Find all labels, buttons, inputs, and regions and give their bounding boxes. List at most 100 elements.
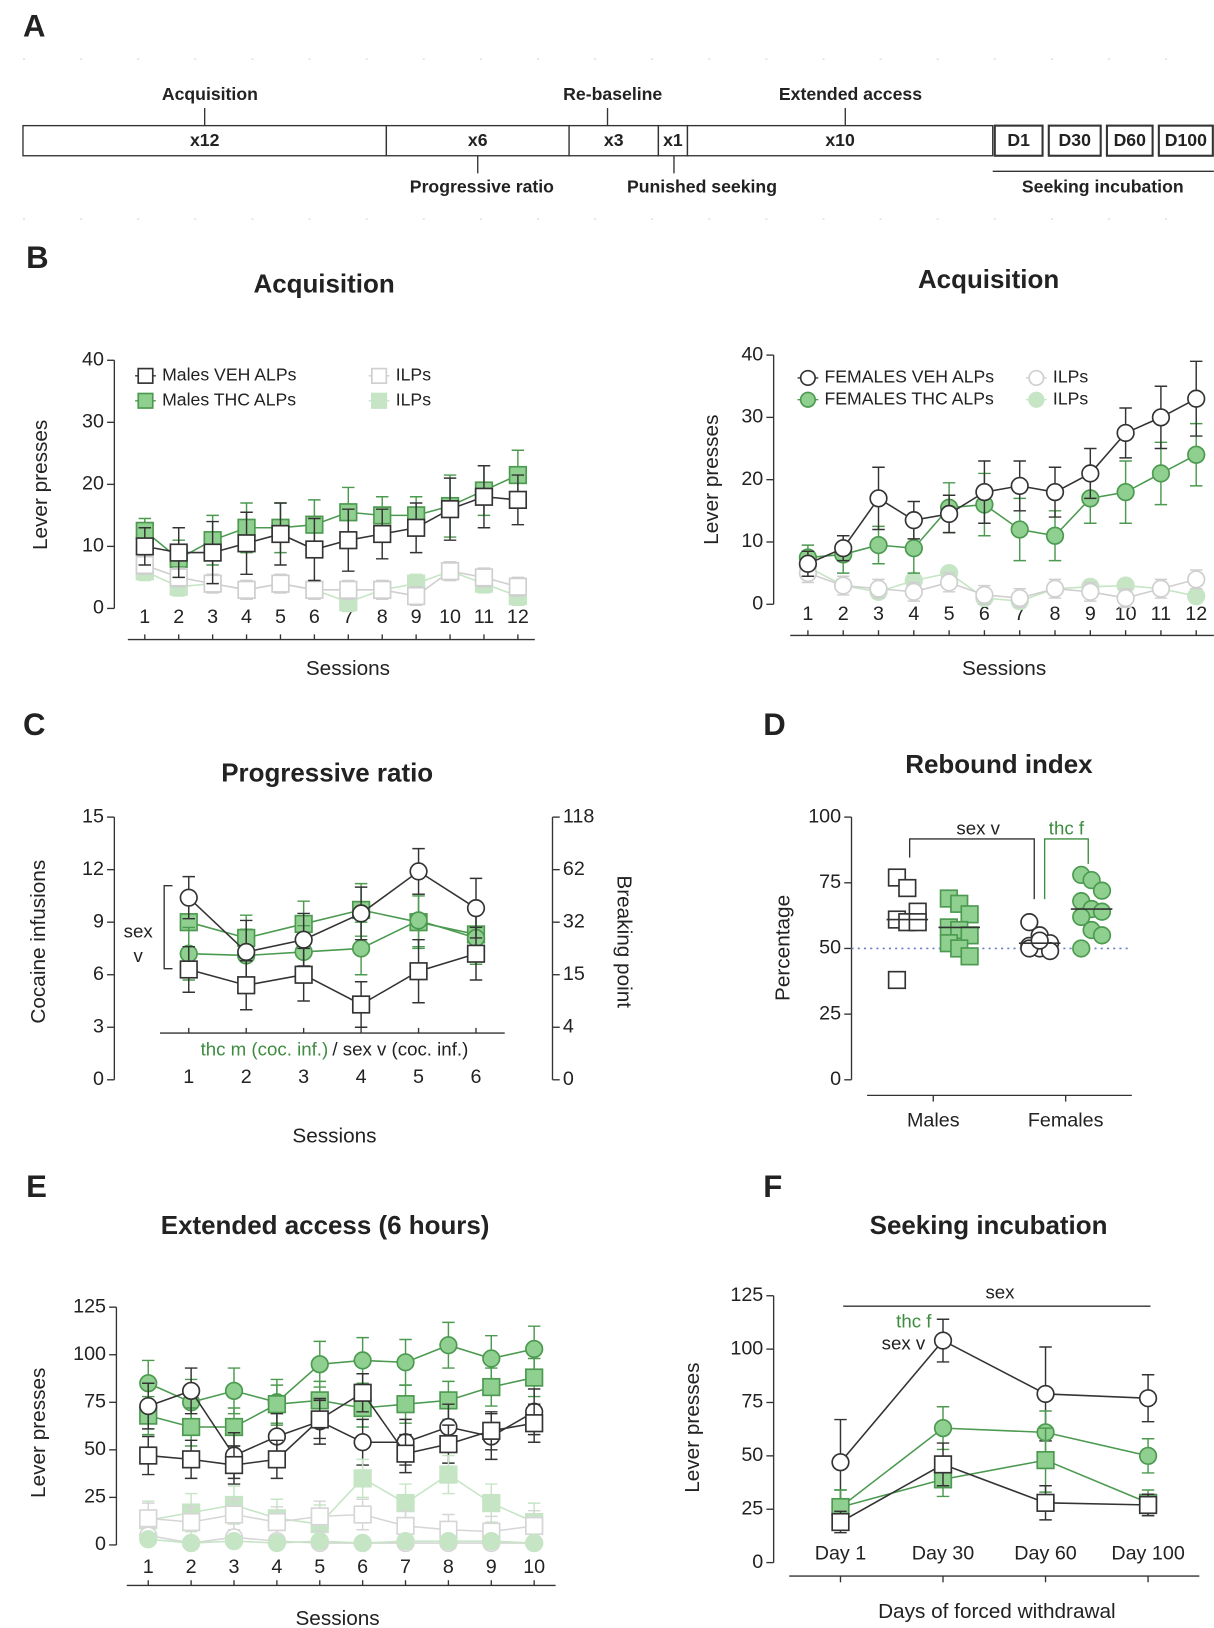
x-tick-label: 7	[1014, 603, 1025, 625]
y2-axis-label: Breaking point	[613, 875, 636, 1008]
annotation: sex v	[956, 818, 1000, 839]
y-axis-label: Cocaine infusions	[27, 860, 50, 1024]
x-axis-label: Days of forced withdrawal	[878, 1600, 1116, 1623]
marker	[508, 490, 528, 509]
y-tick-label: 9	[93, 910, 104, 932]
marker	[960, 947, 979, 966]
marker	[1151, 408, 1171, 427]
legend-label: Males VEH ALPs	[162, 365, 296, 385]
y-tick-label: 12	[82, 858, 104, 880]
marker	[474, 487, 494, 506]
y-tick-label: 15	[82, 805, 104, 827]
marker	[237, 942, 256, 962]
y-axis-label: Lever presses	[700, 415, 723, 545]
y2-tick-label: 32	[563, 910, 585, 932]
y-tick-label: 0	[95, 1533, 106, 1555]
segment-label: D1	[1007, 130, 1030, 150]
x-tick-label: Females	[1028, 1110, 1104, 1132]
marker	[169, 543, 188, 562]
marker	[396, 1516, 415, 1536]
marker	[1036, 1493, 1055, 1512]
x-tick-label: 1	[802, 603, 813, 625]
series-line	[148, 1376, 535, 1428]
x-tick-label: 7	[400, 1556, 411, 1578]
marker	[351, 939, 371, 958]
y-tick-label: 50	[84, 1438, 106, 1460]
timeline-label: Progressive ratio	[410, 177, 554, 197]
marker	[353, 1469, 372, 1488]
x-axis-label: Sessions	[292, 1124, 376, 1147]
legend-label: ILPs	[1053, 388, 1088, 408]
series-line	[148, 1538, 535, 1544]
marker	[904, 582, 923, 601]
y-tick-label: 25	[84, 1486, 106, 1508]
marker	[1116, 483, 1135, 502]
x-tick-label: 9	[411, 606, 422, 628]
x-tick-label: 2	[186, 1556, 197, 1578]
marker	[482, 1531, 501, 1551]
y-tick-label: 0	[752, 1551, 763, 1573]
x-tick-label: 4	[271, 1556, 282, 1578]
marker	[267, 1512, 287, 1532]
marker	[1020, 913, 1039, 932]
marker	[224, 1455, 244, 1475]
x-tick-label: 6	[309, 606, 320, 628]
chart-title: Seeking incubation	[870, 1212, 1108, 1240]
marker	[409, 962, 428, 981]
x-tick-label: 3	[229, 1556, 240, 1578]
marker	[339, 580, 358, 599]
marker	[439, 1465, 458, 1484]
series-line	[807, 572, 1197, 599]
marker	[834, 576, 853, 595]
marker	[351, 904, 371, 923]
panel-label: B	[26, 240, 48, 275]
legend-label: FEMALES VEH ALPs	[825, 367, 995, 387]
annotation: thc m (coc. inf.)	[201, 1039, 329, 1060]
timeline-segment	[1047, 124, 1102, 157]
y-tick-label: 75	[84, 1390, 106, 1412]
series-line	[144, 474, 519, 560]
x-tick-label: 1	[183, 1066, 194, 1088]
timeline-segment	[1105, 124, 1154, 157]
series-line	[188, 919, 477, 957]
marker	[1010, 520, 1029, 539]
marker	[237, 976, 256, 995]
marker	[139, 1530, 158, 1549]
segment-label: x6	[468, 130, 488, 150]
marker	[1010, 588, 1029, 608]
marker	[353, 1433, 372, 1452]
annotation: sex v	[882, 1332, 926, 1353]
x-tick-label: 10	[439, 606, 461, 628]
x-tick-label: 4	[908, 603, 919, 625]
y-tick-label: 100	[808, 805, 841, 827]
y-tick-label: 0	[752, 592, 763, 614]
series-line	[807, 454, 1197, 559]
y-tick-label: 75	[819, 871, 841, 893]
marker	[525, 1533, 544, 1553]
panel-label: D	[763, 707, 785, 742]
marker	[1187, 587, 1206, 606]
marker	[439, 1336, 458, 1355]
series-line	[188, 870, 477, 953]
timeline-label: Seeking incubation	[1022, 177, 1184, 197]
x-tick-label: 1	[143, 1556, 154, 1578]
series-line	[148, 1391, 535, 1466]
marker	[294, 930, 313, 949]
x-tick-label: 8	[443, 1556, 454, 1578]
y-tick-label: 50	[741, 1444, 763, 1466]
timeline-segment	[385, 124, 570, 157]
x-axis-label: Sessions	[306, 657, 390, 680]
panel-label: C	[23, 707, 45, 742]
y-axis-label: Lever presses	[681, 1362, 704, 1492]
marker	[439, 1434, 458, 1454]
x-tick-label: 12	[1185, 603, 1207, 625]
marker	[869, 489, 888, 508]
timeline-label: Punished seeking	[627, 177, 777, 197]
marker	[1030, 931, 1049, 950]
x-tick-label: 6	[471, 1066, 482, 1088]
x-tick-label: Day 1	[815, 1542, 867, 1564]
series-line	[144, 570, 519, 604]
marker	[353, 1383, 372, 1402]
